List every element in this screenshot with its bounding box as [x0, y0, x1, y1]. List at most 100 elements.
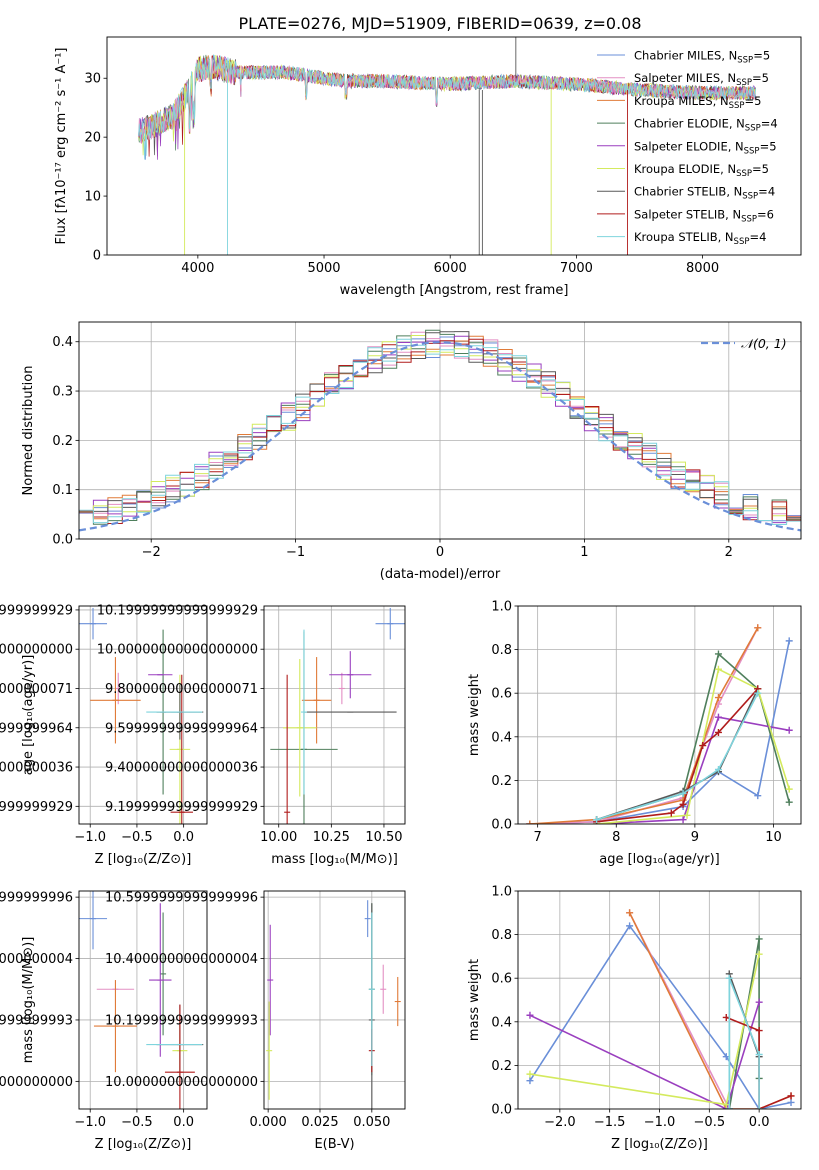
errorbar-point-3 — [90, 657, 141, 744]
y-axis-label: mass weight — [467, 959, 482, 1041]
errorbar-point-8 — [164, 1004, 195, 1109]
mass-weight-marker — [714, 728, 722, 736]
mass-weight-series-5 — [529, 1001, 760, 1109]
axes-frame — [106, 36, 802, 256]
y-tick-label: 0.0 — [52, 533, 73, 548]
y-tick-label: 9.80000000000000071 — [0, 682, 73, 697]
x-tick-label: 9 — [691, 830, 699, 845]
mass-weight-marker — [785, 785, 793, 793]
x-tick-label: 4000 — [181, 261, 214, 276]
normal-reference-curve — [79, 341, 801, 532]
mass-weight-series-9 — [728, 977, 760, 1109]
x-tick-label: 7000 — [560, 261, 593, 276]
mass-weight-series-1 — [529, 640, 790, 824]
errorbar-point-8 — [170, 674, 193, 824]
plot-area-mass-vs-ebv — [264, 891, 405, 1109]
legend-label: Salpeter MILES, NSSP=5 — [634, 71, 769, 88]
legend-label: Salpeter ELODIE, NSSP=5 — [634, 139, 777, 156]
y-tick-label: 1.0 — [491, 885, 512, 900]
y-tick-label: 9.19999999999999929 — [0, 800, 73, 815]
y-tick-label: 30 — [84, 72, 101, 87]
mass-weight-marker — [683, 811, 691, 819]
errorbar-point-9 — [300, 629, 307, 795]
y-tick-label: 0.3 — [52, 385, 73, 400]
x-axis-label: (data-model)/error — [380, 567, 501, 582]
errorbar-point-6 — [282, 659, 317, 797]
x-tick-label: 2 — [725, 545, 733, 560]
y-tick-label: 0.4 — [491, 1015, 512, 1030]
axes-frame — [263, 890, 406, 1110]
y-tick-label: 10.1999999999999993 — [105, 1013, 258, 1028]
mass-weight-marker — [714, 650, 722, 658]
mass-weight-marker — [626, 909, 634, 917]
x-tick-label: −0.5 — [121, 830, 153, 845]
x-tick-label: 1 — [580, 545, 588, 560]
errorbar-point-8 — [284, 674, 291, 824]
mass-weight-marker — [526, 1011, 534, 1019]
x-tick-label: −1.0 — [644, 1115, 676, 1130]
legend-label: Kroupa ELODIE, NSSP=5 — [634, 162, 769, 179]
y-tick-label: 10.00000000000000000 — [0, 643, 73, 658]
errorbar-point-9 — [368, 912, 375, 1067]
y-tick-label: 0.0 — [491, 818, 512, 833]
x-tick-label: 0.0 — [173, 1115, 194, 1130]
mass-weight-series-3 — [628, 912, 792, 1109]
mass-weight-marker — [785, 798, 793, 806]
errorbar-point-2 — [380, 964, 387, 1014]
legend-label: 𝒩(0, 1) — [741, 336, 787, 351]
x-tick-label: −0.5 — [694, 1115, 726, 1130]
plot-area-spectrum — [138, 37, 756, 255]
mass-weight-marker — [755, 935, 763, 943]
y-tick-label: 9.59999999999999964 — [0, 721, 73, 736]
plot-area-mass-vs-z — [79, 891, 207, 1109]
x-tick-label: 8 — [612, 830, 620, 845]
mass-weight-marker — [526, 1077, 534, 1085]
y-tick-label: 0 — [93, 249, 101, 264]
mass-weight-series-6 — [529, 954, 760, 1106]
mass-weight-marker — [725, 1105, 733, 1109]
y-tick-label: 10 — [84, 190, 101, 205]
y-tick-label: 10.19999999999999929 — [0, 603, 73, 618]
axes-frame — [263, 605, 406, 825]
x-tick-label: −1.0 — [74, 830, 106, 845]
x-tick-label: 0.050 — [353, 1115, 390, 1130]
legend-label: Chabrier ELODIE, NSSP=4 — [634, 117, 778, 134]
x-tick-label: −1 — [286, 545, 305, 560]
x-axis-label: wavelength [Angstrom, rest frame] — [340, 283, 569, 298]
chart-age-vs-z: −1.0 −0.5 0.0 9.19999999999999929 9.40000000… — [0, 603, 208, 867]
x-tick-label: 10 — [765, 830, 782, 845]
y-axis-label: Flux [fλ10⁻¹⁷ erg cm⁻² s⁻¹ A⁻¹] — [54, 48, 69, 245]
x-tick-label: 6000 — [434, 261, 467, 276]
legend-label: Kroupa STELIB, NSSP=4 — [634, 230, 766, 247]
x-tick-label: −2.0 — [544, 1115, 576, 1130]
legend-label: Chabrier MILES, NSSP=5 — [634, 49, 770, 66]
chart-age-vs-mass: 10.00 10.25 10.50 9.19999999999999929 9.4000… — [97, 603, 406, 867]
mass-weight-marker — [667, 809, 675, 817]
mass-weight-marker — [626, 922, 634, 930]
errorbar-point-2 — [338, 672, 345, 705]
mass-weight-marker — [754, 792, 762, 800]
y-axis-label: age [log₁₀(age/yr)] — [21, 655, 36, 776]
mass-weight-series-8 — [596, 688, 759, 823]
mass-weight-marker — [699, 742, 707, 750]
chart-spectrum: 4000 5000 6000 7000 8000 0 10 20 30 wavelength [A… — [54, 36, 802, 298]
y-axis-label: mass [log₁₀(M/M⊙)] — [21, 937, 36, 1064]
errorbar-point-1 — [79, 607, 108, 640]
mass-weight-marker — [714, 665, 722, 673]
y-tick-label: 0.8 — [491, 928, 512, 943]
errorbar-point-3 — [93, 980, 137, 1073]
errorbar-point-5 — [149, 903, 172, 1057]
x-tick-label: 10.50 — [365, 830, 402, 845]
x-axis-label: Z [log₁₀(Z/Z⊙)] — [611, 1137, 708, 1152]
errorbar-point-5 — [329, 651, 372, 699]
legend-label: Kroupa MILES, NSSP=5 — [634, 94, 761, 111]
x-tick-label: −0.5 — [121, 1115, 153, 1130]
x-tick-label: 10.00 — [260, 830, 297, 845]
y-tick-label: 0.1 — [52, 483, 73, 498]
mass-weight-marker — [593, 816, 601, 824]
x-tick-label: 10.25 — [313, 830, 350, 845]
y-tick-label: 10.4000000000000004 — [0, 952, 73, 967]
y-tick-label: 9.19999999999999929 — [105, 800, 258, 815]
y-tick-label: 9.59999999999999964 — [105, 721, 258, 736]
spectrum-series-9 — [138, 54, 756, 160]
